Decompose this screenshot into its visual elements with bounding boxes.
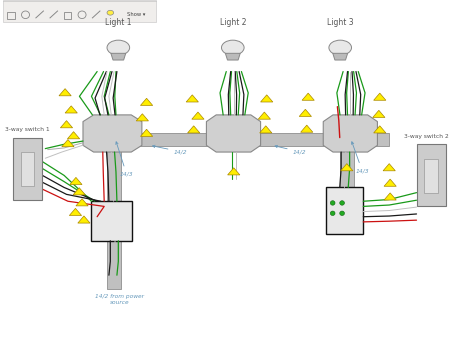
Polygon shape [59, 89, 71, 96]
Ellipse shape [340, 211, 345, 215]
Polygon shape [188, 126, 200, 133]
Bar [417, 144, 446, 206]
Text: 14/2: 14/2 [153, 145, 187, 154]
Text: 3-way switch 1: 3-way switch 1 [6, 127, 50, 132]
Polygon shape [374, 126, 386, 133]
Ellipse shape [221, 40, 244, 55]
Text: Light 1: Light 1 [105, 18, 132, 27]
Bar [7, 12, 15, 19]
Polygon shape [76, 199, 88, 206]
Polygon shape [225, 53, 240, 60]
Bar [64, 12, 71, 19]
Bar [21, 152, 34, 186]
Polygon shape [301, 125, 313, 132]
Bar [326, 187, 363, 234]
Polygon shape [140, 98, 153, 106]
Ellipse shape [329, 40, 352, 55]
Bar [107, 139, 121, 289]
Polygon shape [261, 95, 273, 102]
Polygon shape [333, 53, 347, 60]
Bar [91, 201, 131, 241]
Polygon shape [192, 112, 204, 119]
Polygon shape [374, 93, 386, 100]
Polygon shape [384, 179, 396, 186]
Polygon shape [140, 129, 153, 137]
Text: 14/3: 14/3 [116, 142, 133, 176]
Polygon shape [78, 216, 90, 223]
Bar [424, 159, 438, 193]
Polygon shape [67, 132, 80, 139]
Text: 14/2: 14/2 [275, 146, 306, 154]
Polygon shape [341, 164, 353, 171]
Polygon shape [83, 115, 142, 152]
Bar [3, 0, 156, 22]
Polygon shape [323, 115, 377, 152]
Ellipse shape [107, 40, 129, 55]
Polygon shape [186, 95, 199, 102]
Text: Light 3: Light 3 [327, 18, 354, 27]
Bar [340, 139, 354, 193]
Text: Light 2: Light 2 [219, 18, 246, 27]
Text: 14/3: 14/3 [352, 142, 369, 173]
Ellipse shape [107, 10, 114, 15]
Ellipse shape [340, 201, 345, 205]
Polygon shape [383, 164, 395, 171]
Polygon shape [299, 109, 311, 116]
Polygon shape [65, 106, 77, 113]
Text: 3-way switch 2: 3-way switch 2 [404, 134, 449, 139]
Polygon shape [373, 110, 385, 118]
Bar [13, 138, 43, 200]
Text: 14/2 from power
source: 14/2 from power source [95, 294, 144, 305]
Polygon shape [60, 121, 73, 128]
Polygon shape [70, 178, 82, 185]
Ellipse shape [330, 211, 335, 215]
Text: Show ▾: Show ▾ [127, 12, 145, 17]
Polygon shape [302, 93, 314, 100]
Polygon shape [69, 208, 82, 215]
Polygon shape [228, 168, 240, 175]
Polygon shape [73, 188, 85, 195]
Polygon shape [260, 126, 272, 133]
Polygon shape [258, 112, 271, 119]
Polygon shape [384, 193, 396, 200]
Polygon shape [111, 53, 126, 60]
Polygon shape [136, 114, 148, 121]
Polygon shape [206, 115, 261, 152]
Polygon shape [62, 140, 74, 147]
Bar [100, 133, 389, 146]
Ellipse shape [330, 201, 335, 205]
